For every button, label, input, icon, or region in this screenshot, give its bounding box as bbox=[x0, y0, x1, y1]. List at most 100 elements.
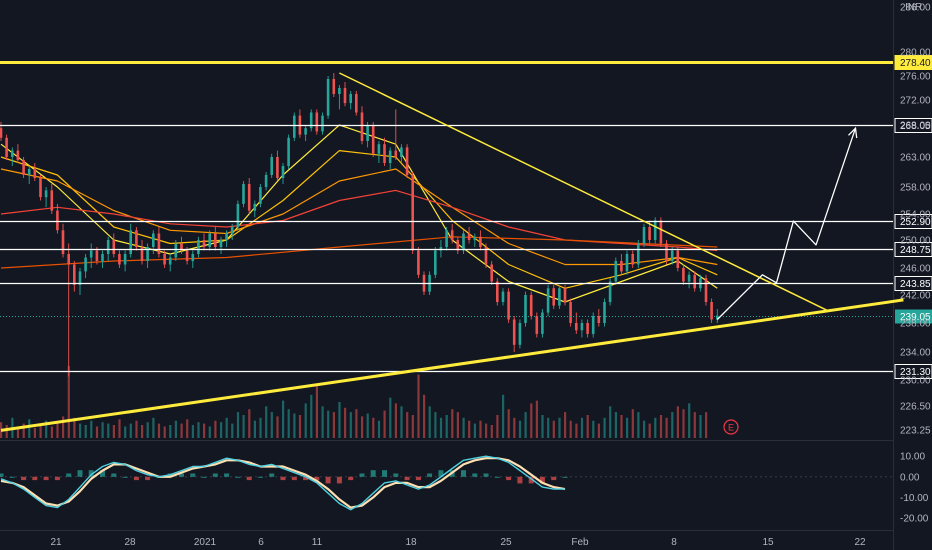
candle bbox=[637, 240, 640, 268]
oscillator-histogram-bar bbox=[291, 476, 297, 481]
volume-bar bbox=[575, 423, 578, 438]
candle bbox=[450, 223, 454, 244]
price-tick-label: 242.00 bbox=[900, 291, 931, 302]
candle bbox=[575, 312, 578, 334]
candle bbox=[501, 288, 505, 306]
moving-average-line-5 bbox=[0, 236, 718, 269]
candle bbox=[118, 250, 121, 268]
candle bbox=[264, 172, 268, 191]
price-tick-label: 268.00 bbox=[900, 121, 931, 132]
trendlines[interactable] bbox=[0, 72, 904, 432]
volume-bar bbox=[321, 406, 324, 438]
candle bbox=[67, 243, 70, 377]
candle bbox=[242, 181, 245, 208]
price-tick-label: 276.00 bbox=[900, 72, 931, 83]
volume-bar bbox=[406, 412, 409, 438]
candle bbox=[371, 121, 375, 157]
volume-bar bbox=[236, 412, 240, 438]
level-badge bbox=[894, 242, 932, 257]
volume-bar bbox=[90, 420, 93, 438]
volume-bar bbox=[231, 423, 234, 438]
volume-bar bbox=[473, 423, 476, 438]
candle bbox=[123, 250, 127, 272]
candle bbox=[281, 163, 285, 184]
volume-bar bbox=[676, 406, 679, 438]
volume-bar bbox=[434, 412, 437, 438]
candle bbox=[343, 82, 347, 107]
candle bbox=[61, 223, 65, 258]
current-price-label: 239.05 bbox=[900, 312, 931, 323]
candle bbox=[349, 91, 352, 110]
volume-bar bbox=[169, 425, 172, 438]
volume-bar bbox=[135, 420, 138, 438]
candle bbox=[44, 187, 48, 208]
candle bbox=[230, 223, 234, 240]
candle bbox=[338, 85, 341, 110]
oscillator-histogram-bar bbox=[122, 476, 128, 478]
oscillator-histogram-bar bbox=[88, 470, 94, 477]
oscillator-histogram-bar bbox=[21, 476, 27, 481]
candle bbox=[112, 233, 116, 258]
oscillator-histogram-bar bbox=[348, 476, 354, 481]
time-tick-label: 25 bbox=[500, 537, 512, 548]
earnings-event-icon[interactable]: E bbox=[723, 419, 739, 435]
volume-bar bbox=[22, 423, 25, 438]
projection-path[interactable] bbox=[716, 127, 857, 320]
candle bbox=[56, 203, 59, 234]
volume-bar bbox=[248, 409, 251, 438]
trendline-descending[interactable] bbox=[339, 72, 828, 312]
volume-bar bbox=[428, 406, 431, 438]
volume-bar bbox=[496, 415, 499, 438]
volume-bar bbox=[626, 417, 629, 438]
volume-bar bbox=[56, 423, 59, 438]
oscillator-histogram-bar bbox=[269, 473, 275, 477]
candle bbox=[174, 240, 178, 261]
candle bbox=[586, 319, 589, 338]
volume-bar bbox=[541, 415, 544, 438]
level-badge bbox=[894, 276, 932, 291]
volume-bar bbox=[383, 410, 386, 438]
level-label: 248.75 bbox=[900, 245, 931, 256]
candle bbox=[439, 240, 443, 258]
oscillator-histogram-bar bbox=[133, 476, 139, 481]
candle bbox=[84, 254, 87, 279]
time-tick-label: Feb bbox=[571, 537, 589, 548]
horizontal-levels[interactable]: 278.40 268.05 252.90 248.75 243.85 231.30 239.… bbox=[0, 55, 932, 379]
volume-bar bbox=[197, 422, 200, 438]
volume-bar bbox=[276, 416, 279, 438]
oscillator-signal-line bbox=[0, 457, 566, 509]
level-label: 243.85 bbox=[900, 279, 931, 290]
candle bbox=[546, 284, 550, 316]
candle bbox=[332, 73, 336, 97]
oscillator-histogram-bar bbox=[32, 476, 38, 481]
candle bbox=[603, 298, 606, 327]
candle bbox=[400, 144, 403, 163]
volume-bar bbox=[174, 420, 177, 438]
volume-bar bbox=[665, 417, 668, 438]
price-axis[interactable]: 223.25 226.50 230.00 234.00 238.00 242.00 246.… bbox=[900, 3, 931, 525]
candle bbox=[541, 309, 544, 338]
level-badge bbox=[894, 118, 932, 133]
time-tick-label: 2021 bbox=[194, 537, 217, 548]
price-tick-label: 234.00 bbox=[900, 348, 931, 359]
trendline-ascending[interactable] bbox=[0, 298, 904, 432]
oscillator-histogram-bar bbox=[100, 470, 105, 477]
volume-bar bbox=[513, 417, 516, 438]
grid bbox=[0, 0, 894, 550]
candle bbox=[129, 223, 132, 258]
candle bbox=[665, 240, 668, 265]
volume-bar bbox=[214, 420, 217, 438]
volume-bar bbox=[191, 425, 194, 438]
candle bbox=[507, 288, 510, 323]
time-axis[interactable]: 21 28 2021 6 11 18 25 Feb 8 15 22 bbox=[50, 537, 866, 548]
volume-bar bbox=[372, 417, 375, 438]
volume-bar bbox=[67, 366, 70, 438]
candle bbox=[208, 230, 211, 251]
level-label: 252.90 bbox=[900, 217, 931, 228]
candle bbox=[405, 144, 409, 178]
candle bbox=[614, 257, 618, 285]
candle bbox=[180, 236, 183, 254]
volume-bar bbox=[220, 422, 223, 438]
volume-bar bbox=[648, 423, 651, 438]
